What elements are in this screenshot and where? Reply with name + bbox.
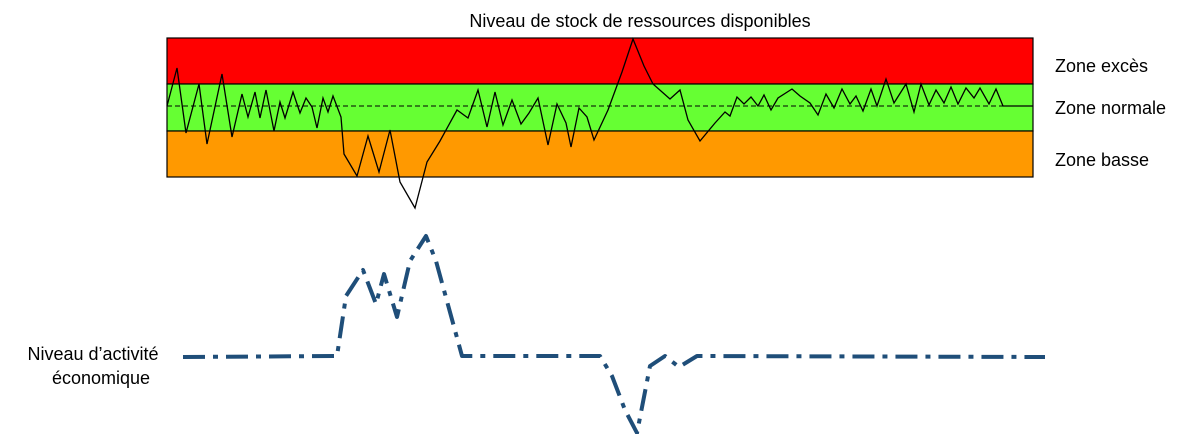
low-zone-label: Zone basse xyxy=(1055,150,1149,170)
activity-label-line1: Niveau d’activité xyxy=(27,344,158,364)
stock-level-line xyxy=(166,37,1033,210)
normal-zone-band xyxy=(166,83,1034,132)
activity-label-line2: économique xyxy=(52,368,150,388)
diagram-title: Niveau de stock de ressources disponible… xyxy=(469,11,810,31)
low-zone-band xyxy=(166,130,1034,178)
economic-activity-line xyxy=(182,234,1046,434)
excess-zone-label: Zone excès xyxy=(1055,56,1148,76)
excess-zone-band xyxy=(166,37,1034,85)
normal-zone-label: Zone normale xyxy=(1055,98,1166,118)
